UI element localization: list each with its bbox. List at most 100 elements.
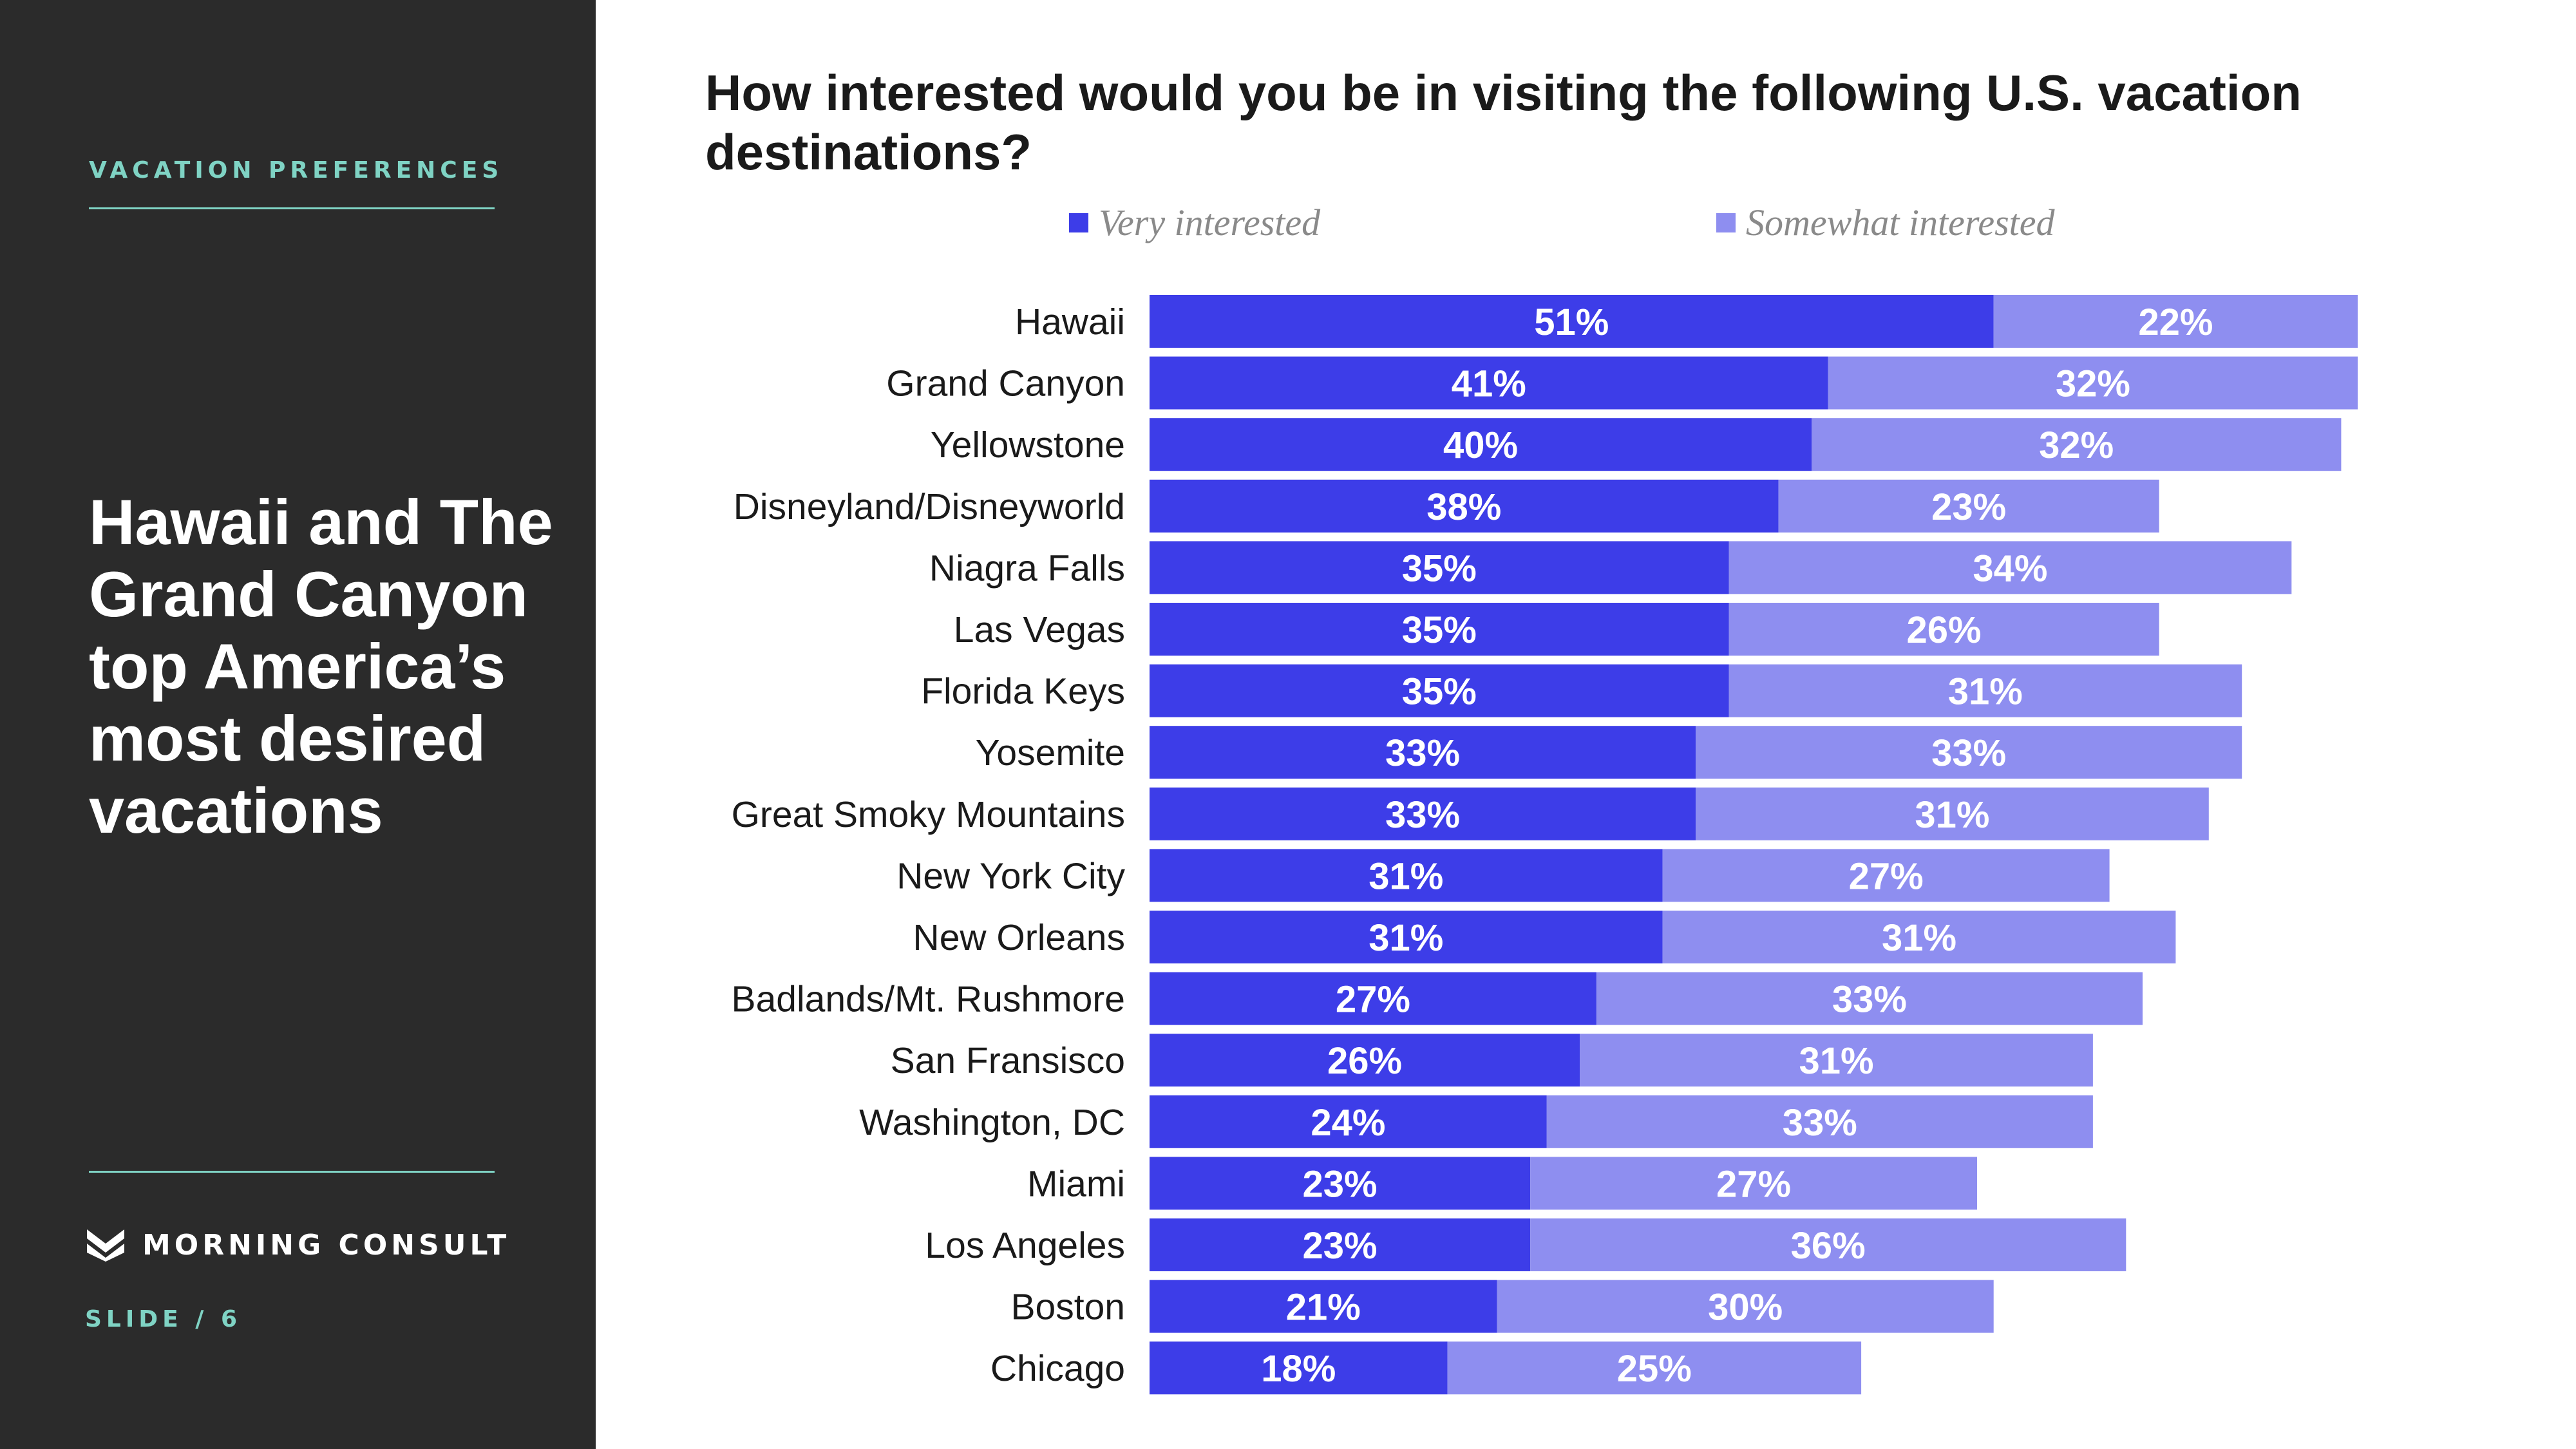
category-label-great-smoky-mountains: Great Smoky Mountains xyxy=(732,794,1125,835)
bar-very-interested-florida-keys xyxy=(1150,664,1729,717)
bar-very-interested-san-fransisco xyxy=(1150,1034,1580,1087)
data-label-somewhat-interested-great-smoky-mountains: 31% xyxy=(1915,794,1989,836)
morning-consult-m-icon xyxy=(87,1229,124,1262)
data-label-somewhat-interested-hawaii: 22% xyxy=(2138,301,2213,343)
data-label-very-interested-badlands-mt-rushmore: 27% xyxy=(1336,979,1410,1021)
data-label-very-interested-florida-keys: 35% xyxy=(1402,671,1477,713)
data-label-somewhat-interested-san-fransisco: 31% xyxy=(1799,1040,1874,1082)
bar-very-interested-disneyland-disneyworld xyxy=(1150,479,1779,533)
category-label-chicago: Chicago xyxy=(990,1348,1125,1389)
data-label-somewhat-interested-yosemite: 33% xyxy=(1931,732,2006,774)
data-label-very-interested-niagra-falls: 35% xyxy=(1402,547,1477,589)
category-label-washington-dc: Washington, DC xyxy=(859,1102,1125,1143)
data-label-very-interested-yosemite: 33% xyxy=(1385,732,1460,774)
bar-very-interested-grand-canyon xyxy=(1150,356,1828,410)
category-label-niagra-falls: Niagra Falls xyxy=(929,547,1125,589)
bar-somewhat-interested-las-vegas xyxy=(1728,603,2159,656)
data-label-very-interested-boston: 21% xyxy=(1286,1287,1361,1329)
category-label-new-orleans: New Orleans xyxy=(913,917,1125,958)
slide-number: SLIDE / 6 xyxy=(85,1306,242,1332)
data-label-somewhat-interested-los-angeles: 36% xyxy=(1791,1225,1866,1267)
brand-logo: MORNING CONSULT xyxy=(87,1229,510,1262)
bar-very-interested-miami xyxy=(1150,1157,1531,1210)
data-label-very-interested-great-smoky-mountains: 33% xyxy=(1385,794,1460,836)
category-label-san-fransisco: San Fransisco xyxy=(891,1040,1125,1081)
bar-somewhat-interested-miami xyxy=(1530,1157,1977,1210)
category-label-yosemite: Yosemite xyxy=(976,732,1125,773)
data-label-somewhat-interested-las-vegas: 26% xyxy=(1907,609,1982,651)
data-label-somewhat-interested-washington-dc: 33% xyxy=(1783,1102,1857,1144)
sidebar: VACATION PREFERENCES Hawaii and The Gran… xyxy=(0,0,596,1449)
bar-somewhat-interested-badlands-mt-rushmore xyxy=(1596,972,2143,1025)
bar-very-interested-great-smoky-mountains xyxy=(1150,787,1696,840)
bar-somewhat-interested-los-angeles xyxy=(1530,1218,2126,1271)
data-label-somewhat-interested-boston: 30% xyxy=(1708,1287,1783,1329)
category-label-new-york-city: New York City xyxy=(896,855,1125,896)
data-label-somewhat-interested-disneyland-disneyworld: 23% xyxy=(1931,486,2006,528)
legend-item-somewhat-interested: Somewhat interested xyxy=(1716,201,2055,244)
data-label-very-interested-disneyland-disneyworld: 38% xyxy=(1426,486,1501,528)
data-label-very-interested-chicago: 18% xyxy=(1261,1348,1336,1390)
data-label-very-interested-yellowstone: 40% xyxy=(1443,424,1518,466)
chart-legend: Very interested Somewhat interested xyxy=(1069,201,2164,250)
section-label: VACATION PREFERENCES xyxy=(89,157,504,184)
data-label-somewhat-interested-new-york-city: 27% xyxy=(1849,855,1924,897)
data-label-somewhat-interested-miami: 27% xyxy=(1716,1163,1791,1205)
bar-very-interested-badlands-mt-rushmore xyxy=(1150,972,1596,1025)
data-label-somewhat-interested-new-orleans: 31% xyxy=(1882,917,1956,959)
data-label-somewhat-interested-chicago: 25% xyxy=(1617,1348,1692,1390)
legend-label-very-interested: Very interested xyxy=(1099,202,1321,243)
footer-divider xyxy=(89,1171,495,1173)
category-label-las-vegas: Las Vegas xyxy=(954,609,1125,650)
bar-somewhat-interested-washington-dc xyxy=(1546,1095,2093,1148)
data-label-somewhat-interested-grand-canyon: 32% xyxy=(2056,363,2130,405)
data-label-very-interested-miami: 23% xyxy=(1303,1163,1378,1205)
data-label-very-interested-las-vegas: 35% xyxy=(1402,609,1477,651)
brand-name: MORNING CONSULT xyxy=(142,1229,511,1262)
bar-somewhat-interested-boston xyxy=(1497,1280,1994,1333)
section-divider xyxy=(89,207,495,209)
bar-very-interested-new-york-city xyxy=(1150,849,1663,902)
slide-headline: Hawaii and The Grand Canyon top America’… xyxy=(89,486,553,846)
data-label-very-interested-hawaii: 51% xyxy=(1534,301,1609,343)
category-label-grand-canyon: Grand Canyon xyxy=(886,363,1125,404)
bar-very-interested-washington-dc xyxy=(1150,1095,1547,1148)
bar-very-interested-hawaii xyxy=(1150,295,1994,348)
bar-somewhat-interested-florida-keys xyxy=(1728,664,2242,717)
bar-somewhat-interested-chicago xyxy=(1447,1341,1862,1395)
bar-somewhat-interested-yosemite xyxy=(1696,726,2242,779)
category-label-los-angeles: Los Angeles xyxy=(925,1225,1125,1266)
bar-very-interested-chicago xyxy=(1150,1341,1448,1395)
legend-item-very-interested: Very interested xyxy=(1069,201,1320,244)
data-label-very-interested-washington-dc: 24% xyxy=(1311,1102,1385,1144)
bar-somewhat-interested-niagra-falls xyxy=(1728,541,2292,594)
bar-very-interested-yosemite xyxy=(1150,726,1696,779)
data-label-somewhat-interested-florida-keys: 31% xyxy=(1948,671,2023,713)
bar-somewhat-interested-grand-canyon xyxy=(1828,356,2358,410)
bar-very-interested-yellowstone xyxy=(1150,418,1812,471)
data-label-very-interested-san-fransisco: 26% xyxy=(1327,1040,1402,1082)
bar-very-interested-las-vegas xyxy=(1150,603,1729,656)
category-label-boston: Boston xyxy=(1011,1287,1125,1328)
category-label-yellowstone: Yellowstone xyxy=(931,424,1125,466)
category-label-florida-keys: Florida Keys xyxy=(921,671,1125,712)
data-label-very-interested-grand-canyon: 41% xyxy=(1452,363,1526,405)
bar-very-interested-boston xyxy=(1150,1280,1497,1333)
bar-somewhat-interested-new-orleans xyxy=(1662,911,2176,963)
category-label-miami: Miami xyxy=(1027,1163,1125,1204)
bar-somewhat-interested-new-york-city xyxy=(1662,849,2110,902)
bar-somewhat-interested-san-fransisco xyxy=(1580,1034,2093,1087)
category-label-badlands-mt-rushmore: Badlands/Mt. Rushmore xyxy=(732,979,1125,1020)
bar-somewhat-interested-disneyland-disneyworld xyxy=(1778,479,2159,533)
bar-somewhat-interested-yellowstone xyxy=(1812,418,2342,471)
bar-very-interested-niagra-falls xyxy=(1150,541,1729,594)
data-label-very-interested-los-angeles: 23% xyxy=(1303,1225,1378,1267)
data-label-somewhat-interested-badlands-mt-rushmore: 33% xyxy=(1832,979,1907,1021)
bar-somewhat-interested-hawaii xyxy=(1993,295,2358,348)
legend-label-somewhat-interested: Somewhat interested xyxy=(1746,202,2055,243)
legend-swatch-very-interested xyxy=(1069,213,1088,232)
data-label-very-interested-new-york-city: 31% xyxy=(1368,855,1443,897)
category-label-hawaii: Hawaii xyxy=(1015,301,1125,343)
legend-swatch-somewhat-interested xyxy=(1716,213,1736,232)
